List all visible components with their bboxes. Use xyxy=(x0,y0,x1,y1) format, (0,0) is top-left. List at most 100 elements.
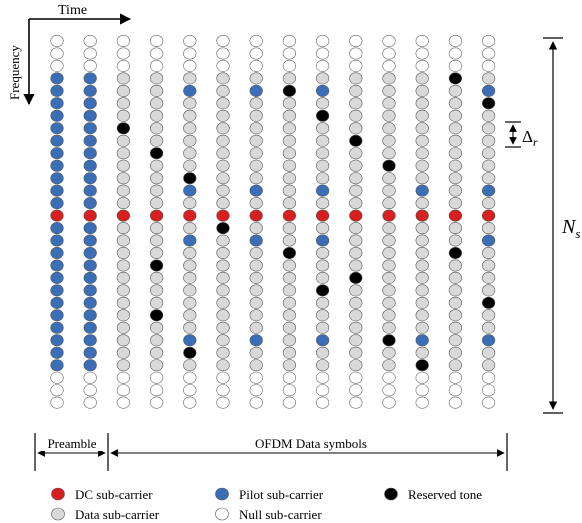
data-subcarrier xyxy=(150,334,164,347)
pilot-subcarrier xyxy=(83,222,97,235)
null-subcarrier xyxy=(216,384,230,397)
data-subcarrier xyxy=(249,147,263,160)
null-subcarrier xyxy=(382,384,396,397)
null-subcarrier xyxy=(216,396,230,409)
data-subcarrier xyxy=(415,222,429,235)
data-subcarrier xyxy=(216,197,230,210)
null-subcarrier xyxy=(50,396,64,409)
pilot-subcarrier xyxy=(50,247,64,260)
data-subcarrier xyxy=(448,122,463,135)
symbol-column xyxy=(282,34,297,409)
reserved-subcarrier xyxy=(150,147,164,160)
null-subcarrier xyxy=(282,34,297,47)
symbol-column xyxy=(415,34,429,409)
pilot-subcarrier xyxy=(83,234,97,247)
null-subcarrier xyxy=(316,371,330,384)
symbol-column xyxy=(50,34,64,409)
data-subcarrier xyxy=(349,84,363,97)
null-subcarrier xyxy=(116,34,130,47)
data-subcarrier xyxy=(150,172,164,185)
data-subcarrier xyxy=(216,184,230,197)
reserved-subcarrier xyxy=(282,247,297,260)
data-subcarrier xyxy=(349,309,363,322)
pilot-subcarrier xyxy=(83,346,97,359)
data-subcarrier xyxy=(216,134,230,147)
pilot-subcarrier xyxy=(50,222,64,235)
pilot-subcarrier xyxy=(316,334,330,347)
data-subcarrier xyxy=(382,271,396,284)
data-subcarrier xyxy=(382,222,396,235)
data-subcarrier xyxy=(216,284,230,297)
data-subcarrier xyxy=(116,109,130,122)
data-subcarrier xyxy=(448,159,463,172)
data-subcarrier xyxy=(183,259,197,272)
pilot-subcarrier xyxy=(50,134,64,147)
data-subcarrier xyxy=(183,122,197,135)
data-subcarrier xyxy=(183,309,197,322)
subcarrier-grid xyxy=(50,34,496,409)
data-subcarrier xyxy=(216,122,230,135)
data-subcarrier xyxy=(116,346,130,359)
data-subcarrier xyxy=(316,271,330,284)
data-subcarrier xyxy=(316,97,330,110)
null-subcarrier xyxy=(349,47,363,60)
pilot-subcarrier xyxy=(183,334,197,347)
null-subcarrier xyxy=(116,371,130,384)
data-subcarrier xyxy=(482,346,496,359)
null-subcarrier xyxy=(482,384,496,397)
data-subcarrier xyxy=(382,84,396,97)
data-subcarrier xyxy=(150,184,164,197)
pilot-subcarrier xyxy=(316,184,330,197)
data-subcarrier xyxy=(282,259,297,272)
dc-subcarrier xyxy=(316,209,330,222)
data-subcarrier xyxy=(216,271,230,284)
data-subcarrier xyxy=(382,184,396,197)
legend-null-label: Null sub-carrier xyxy=(239,507,322,522)
reserved-subcarrier xyxy=(150,309,164,322)
null-subcarrier xyxy=(150,47,164,60)
data-subcarrier xyxy=(249,222,263,235)
data-subcarrier xyxy=(316,247,330,260)
null-subcarrier xyxy=(316,47,330,60)
data-subcarrier xyxy=(216,359,230,372)
data-subcarrier xyxy=(448,197,463,210)
null-subcarrier xyxy=(183,47,197,60)
reserved-subcarrier xyxy=(183,172,197,185)
data-subcarrier xyxy=(216,159,230,172)
data-subcarrier xyxy=(183,222,197,235)
data-subcarrier xyxy=(150,159,164,172)
legend-dc-marker xyxy=(51,487,65,501)
data-subcarrier xyxy=(349,247,363,260)
data-subcarrier xyxy=(482,122,496,135)
reserved-subcarrier xyxy=(382,159,396,172)
pilot-subcarrier xyxy=(83,259,97,272)
null-subcarrier xyxy=(316,384,330,397)
null-subcarrier xyxy=(282,47,297,60)
data-subcarrier xyxy=(116,184,130,197)
data-subcarrier xyxy=(415,84,429,97)
null-subcarrier xyxy=(183,384,197,397)
data-subcarrier xyxy=(150,271,164,284)
data-subcarrier xyxy=(116,334,130,347)
data-subcarrier xyxy=(216,109,230,122)
null-subcarrier xyxy=(349,371,363,384)
data-subcarrier xyxy=(282,159,297,172)
data-subcarrier xyxy=(249,134,263,147)
data-subcarrier xyxy=(349,321,363,334)
pilot-subcarrier xyxy=(50,97,64,110)
data-subcarrier xyxy=(249,97,263,110)
null-subcarrier xyxy=(482,396,496,409)
pilot-subcarrier xyxy=(50,359,64,372)
data-subcarrier xyxy=(216,84,230,97)
data-subcarrier xyxy=(415,134,429,147)
pilot-subcarrier xyxy=(83,159,97,172)
data-subcarrier xyxy=(282,284,297,297)
pilot-subcarrier xyxy=(83,359,97,372)
data-subcarrier xyxy=(415,321,429,334)
symbol-column xyxy=(249,34,263,409)
pilot-subcarrier xyxy=(83,296,97,309)
dc-subcarrier xyxy=(150,209,164,222)
dc-subcarrier xyxy=(448,209,463,222)
symbol-column xyxy=(382,34,396,409)
data-subcarrier xyxy=(116,259,130,272)
